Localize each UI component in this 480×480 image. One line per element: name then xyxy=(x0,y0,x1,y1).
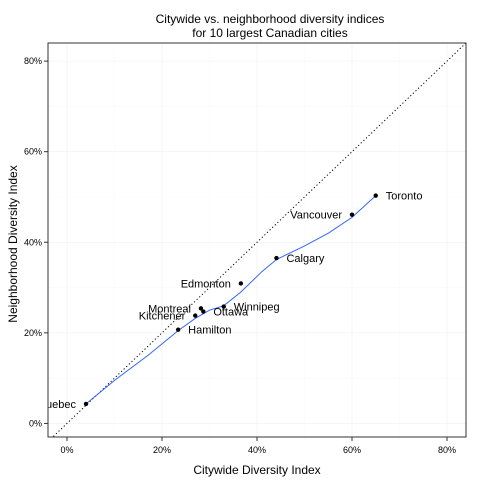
x-tick-label: 80% xyxy=(438,445,456,455)
point-label: Hamilton xyxy=(188,325,231,337)
y-axis-title: Neighborhood Diversity Index xyxy=(6,165,20,322)
x-axis-title: Citywide Diversity Index xyxy=(193,463,320,477)
data-point xyxy=(175,327,181,332)
reference-line-y-equals-x xyxy=(52,43,466,437)
data-point xyxy=(238,281,244,286)
data-point xyxy=(373,193,378,198)
data-point xyxy=(201,309,206,314)
point-label: Quebec xyxy=(37,399,76,411)
point-label: Toronto xyxy=(386,191,423,203)
x-tick-label: 40% xyxy=(248,445,266,455)
point-label: Calgary xyxy=(286,253,324,265)
point-label: Winnipeg xyxy=(234,302,280,314)
data-point xyxy=(198,306,204,311)
point-label: Vancouver xyxy=(290,210,342,222)
point-label: Edmonton xyxy=(181,278,231,290)
x-tick-label: 0% xyxy=(60,445,73,455)
point-label: Kitchener xyxy=(139,311,186,323)
data-point xyxy=(274,255,279,261)
data-point xyxy=(193,313,198,318)
y-tick-label: 60% xyxy=(24,147,42,157)
chart-title-line-1: Citywide vs. neighborhood diversity indi… xyxy=(156,12,385,26)
chart-title-line-2: for 10 largest Canadian cities xyxy=(192,26,347,40)
y-tick-label: 40% xyxy=(24,237,42,247)
data-point xyxy=(349,212,355,217)
x-tick-label: 60% xyxy=(343,445,361,455)
smooth-trend-line xyxy=(85,195,377,405)
data-point xyxy=(83,401,89,407)
y-tick-label: 80% xyxy=(24,56,42,66)
y-tick-label: 0% xyxy=(29,418,42,428)
data-point xyxy=(221,304,226,309)
y-tick-label: 20% xyxy=(24,328,42,338)
x-tick-label: 20% xyxy=(153,445,171,455)
point-label: Ottawa xyxy=(213,307,249,319)
point-label: Montreal xyxy=(148,303,191,315)
